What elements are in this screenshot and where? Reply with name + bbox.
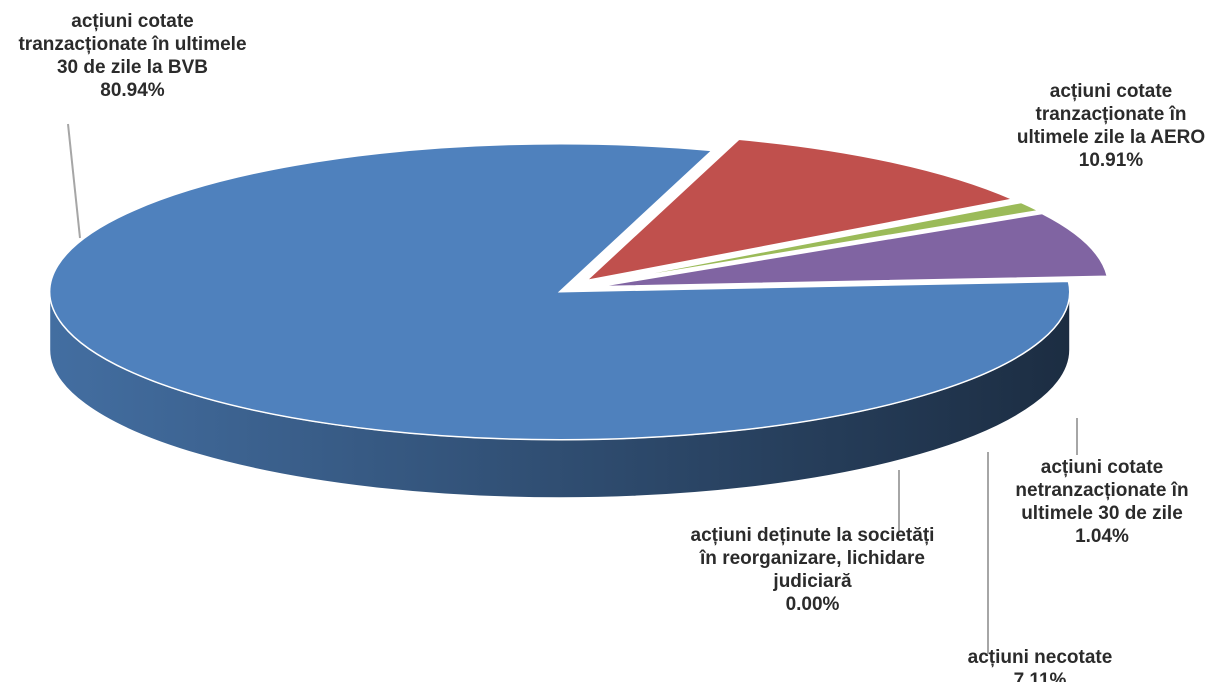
slice-value-netranzactionate: 1.04% <box>1075 526 1129 547</box>
slice-reorganizare <box>599 278 1110 290</box>
slice-name-netranzactionate: acțiuni cotate netranzacționate în ultim… <box>1015 457 1189 524</box>
slice-name-aero: acțiuni cotate tranzacționate în ultimel… <box>1016 81 1206 148</box>
slice-value-bvb: 80.94% <box>100 80 165 101</box>
slice-name-necotate: acțiuni necotate <box>967 647 1113 668</box>
slice-netranzactionate <box>594 201 1041 285</box>
slice-bvb <box>48 142 1071 441</box>
slice-aero <box>584 138 1016 282</box>
slice-necotate <box>598 212 1109 288</box>
slice-label-reorganizare: acțiuni deținute la societăți în reorgan… <box>690 524 935 616</box>
slice-tops <box>48 138 1110 441</box>
slice-label-aero: acțiuni cotate tranzacționate în ultimel… <box>1002 80 1220 172</box>
slice-label-bvb: acțiuni cotate tranzacționate în ultimel… <box>10 10 255 102</box>
leader-lines <box>67 123 1078 654</box>
slice-value-reorganizare: 0.00% <box>785 594 840 615</box>
leader-line-0 <box>67 123 81 239</box>
slice-name-bvb: acțiuni cotate tranzacționate în ultimel… <box>18 11 247 78</box>
slice-value-aero: 10.91% <box>1078 150 1144 171</box>
slice-label-netranzactionate: acțiuni cotate netranzacționate în ultim… <box>982 456 1222 548</box>
slice-name-reorganizare: acțiuni deținute la societăți în reorgan… <box>690 525 935 592</box>
slice-value-necotate: 7.11% <box>1013 670 1067 682</box>
slice-label-necotate: acțiuni necotate 7.11% <box>935 646 1145 682</box>
